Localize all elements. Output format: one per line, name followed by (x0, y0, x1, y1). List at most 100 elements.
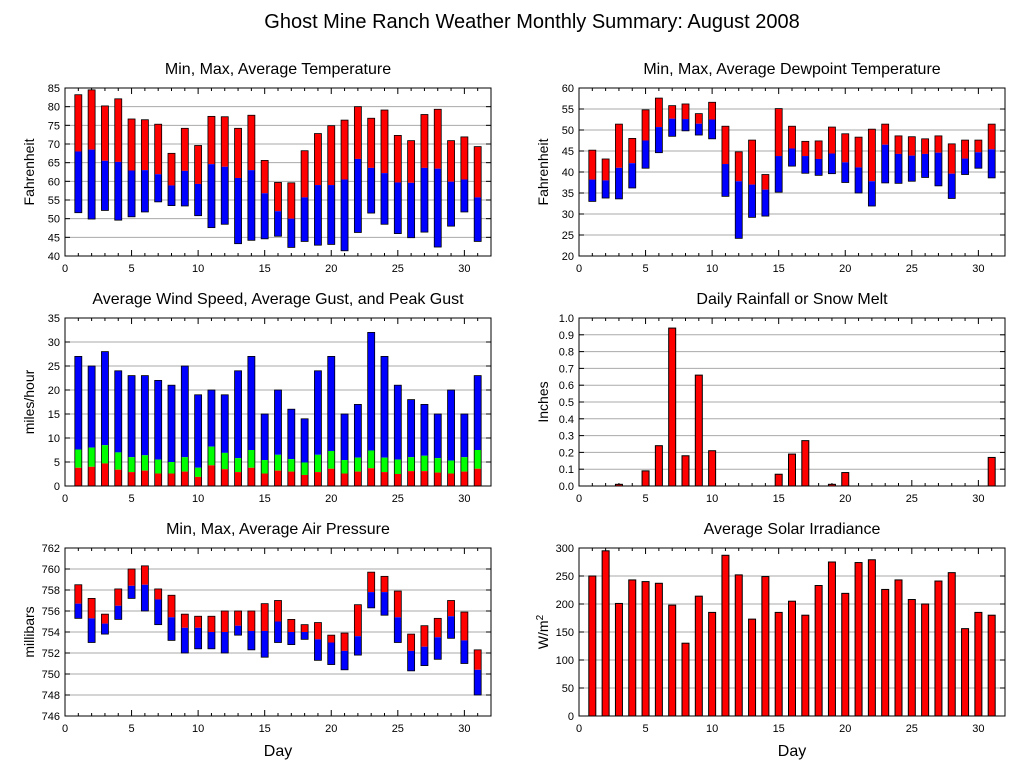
y-axis-label: Fahrenheit (21, 138, 37, 205)
bar-avg-wind-day-2 (88, 466, 96, 486)
bar-avg-wind-day-11 (207, 465, 215, 486)
bar-rain-day-16 (788, 453, 796, 487)
bar-min-day-4 (628, 163, 636, 188)
bar-min-day-26 (921, 153, 929, 178)
bar-min-day-14 (247, 170, 255, 241)
bar-max-day-29 (447, 140, 455, 182)
y-tick-label: 15 (48, 409, 60, 421)
y-axis-label-text: W/m (535, 620, 551, 649)
y-tick-label: 55 (48, 195, 60, 207)
bar-outline-day-20 (327, 125, 336, 245)
bar-peak-gust-day-10 (194, 394, 202, 468)
bar-outline-day-21 (854, 136, 863, 194)
bar-peak-gust-day-14 (247, 356, 255, 450)
chart-panels: Min, Max, Average Temperature40455055606… (21, 61, 1006, 760)
bar-max-day-25 (394, 135, 402, 183)
bar-max-day-19 (828, 127, 836, 154)
bar-min-day-21 (341, 650, 349, 670)
bar-min-day-26 (407, 650, 415, 671)
bar-outline-day-8 (167, 152, 176, 206)
bar-solar-day-10 (708, 611, 717, 717)
bar-solar-day-2 (601, 550, 610, 717)
bar-outline-day-6 (140, 565, 149, 612)
bar-max-day-15 (775, 108, 783, 157)
x-tick-label: 0 (576, 723, 582, 735)
bar-max-day-14 (247, 115, 255, 171)
x-axis-label: Day (264, 743, 292, 760)
y-tick-label: 748 (42, 690, 60, 702)
bar-outline-day-1 (74, 584, 83, 619)
y-tick-label: 60 (48, 176, 60, 188)
bar-max-day-23 (367, 118, 375, 168)
chart-title: Average Solar Irradiance (704, 521, 881, 538)
bar-peak-gust-day-15 (261, 414, 269, 461)
bar-outline-day-19 (314, 133, 322, 246)
x-tick-label: 15 (773, 263, 785, 275)
x-tick-label: 0 (62, 263, 68, 275)
x-tick-label: 30 (972, 493, 984, 505)
bar-min-day-5 (128, 585, 136, 599)
bar-outline-day-1 (588, 149, 597, 202)
bar-min-day-6 (655, 127, 663, 153)
x-tick-label: 20 (839, 493, 851, 505)
bar-peak-gust-day-5 (128, 375, 136, 458)
bar-avg-wind-day-17 (287, 471, 295, 486)
bar-max-day-12 (221, 116, 229, 167)
y-tick-label: 150 (556, 627, 574, 639)
bar-max-day-13 (748, 140, 756, 185)
bar-outline-day-12 (734, 151, 743, 239)
bar-max-day-11 (207, 116, 215, 165)
bar-max-day-17 (801, 141, 809, 157)
bar-min-day-22 (354, 158, 362, 233)
bar-max-day-2 (602, 158, 610, 181)
bar-outline-day-6 (140, 119, 149, 213)
bar-solar-day-19 (827, 561, 836, 717)
bar-outline-day-17 (801, 140, 810, 174)
bar-min-day-12 (221, 166, 229, 225)
bar-outline-day-5 (127, 118, 136, 218)
bar-max-day-12 (735, 151, 743, 182)
bar-peak-gust-day-23 (367, 332, 375, 451)
bar-avg-wind-day-3 (101, 463, 109, 486)
bar-max-day-24 (381, 110, 388, 174)
bar-min-day-1 (588, 179, 596, 202)
bar-avg-wind-day-1 (74, 467, 82, 486)
bar-rain-day-6 (654, 445, 663, 487)
bar-outline-day-11 (207, 615, 216, 650)
bar-min-day-11 (721, 164, 729, 197)
x-tick-label: 0 (576, 263, 582, 275)
bar-max-day-26 (921, 138, 929, 154)
bar-min-day-9 (695, 123, 703, 136)
bar-min-day-13 (748, 184, 756, 218)
bar-outline-day-6 (654, 97, 663, 154)
bar-outline-day-5 (641, 109, 650, 169)
bar-avg-wind-day-18 (301, 474, 309, 486)
bar-max-day-11 (207, 616, 215, 632)
bar-min-day-17 (801, 156, 809, 174)
bar-max-day-11 (721, 126, 729, 165)
bar-max-day-30 (974, 140, 982, 153)
bar-solar-day-26 (921, 603, 930, 717)
bar-min-day-15 (261, 630, 269, 658)
x-tick-label: 15 (259, 493, 271, 505)
bar-peak-gust-day-16 (274, 390, 282, 455)
bar-min-day-18 (301, 197, 309, 242)
bar-outline-day-14 (761, 174, 770, 217)
bar-max-day-21 (341, 120, 349, 180)
bar-min-day-4 (114, 605, 122, 620)
bar-outline-day-1 (74, 94, 83, 214)
bar-max-day-24 (381, 576, 388, 593)
bar-outline-day-24 (894, 135, 903, 184)
bar-solar-day-21 (854, 562, 863, 717)
bar-max-day-22 (354, 106, 362, 159)
bar-max-day-18 (301, 150, 309, 198)
y-tick-label: 0.7 (559, 363, 574, 375)
x-tick-label: 30 (972, 723, 984, 735)
bar-max-day-16 (274, 600, 282, 622)
bar-outline-day-4 (628, 137, 637, 189)
x-tick-label: 25 (392, 723, 404, 735)
bar-min-day-6 (141, 584, 149, 611)
bar-min-day-9 (181, 170, 189, 206)
bar-max-day-28 (948, 143, 956, 174)
bar-peak-gust-day-28 (434, 414, 442, 459)
